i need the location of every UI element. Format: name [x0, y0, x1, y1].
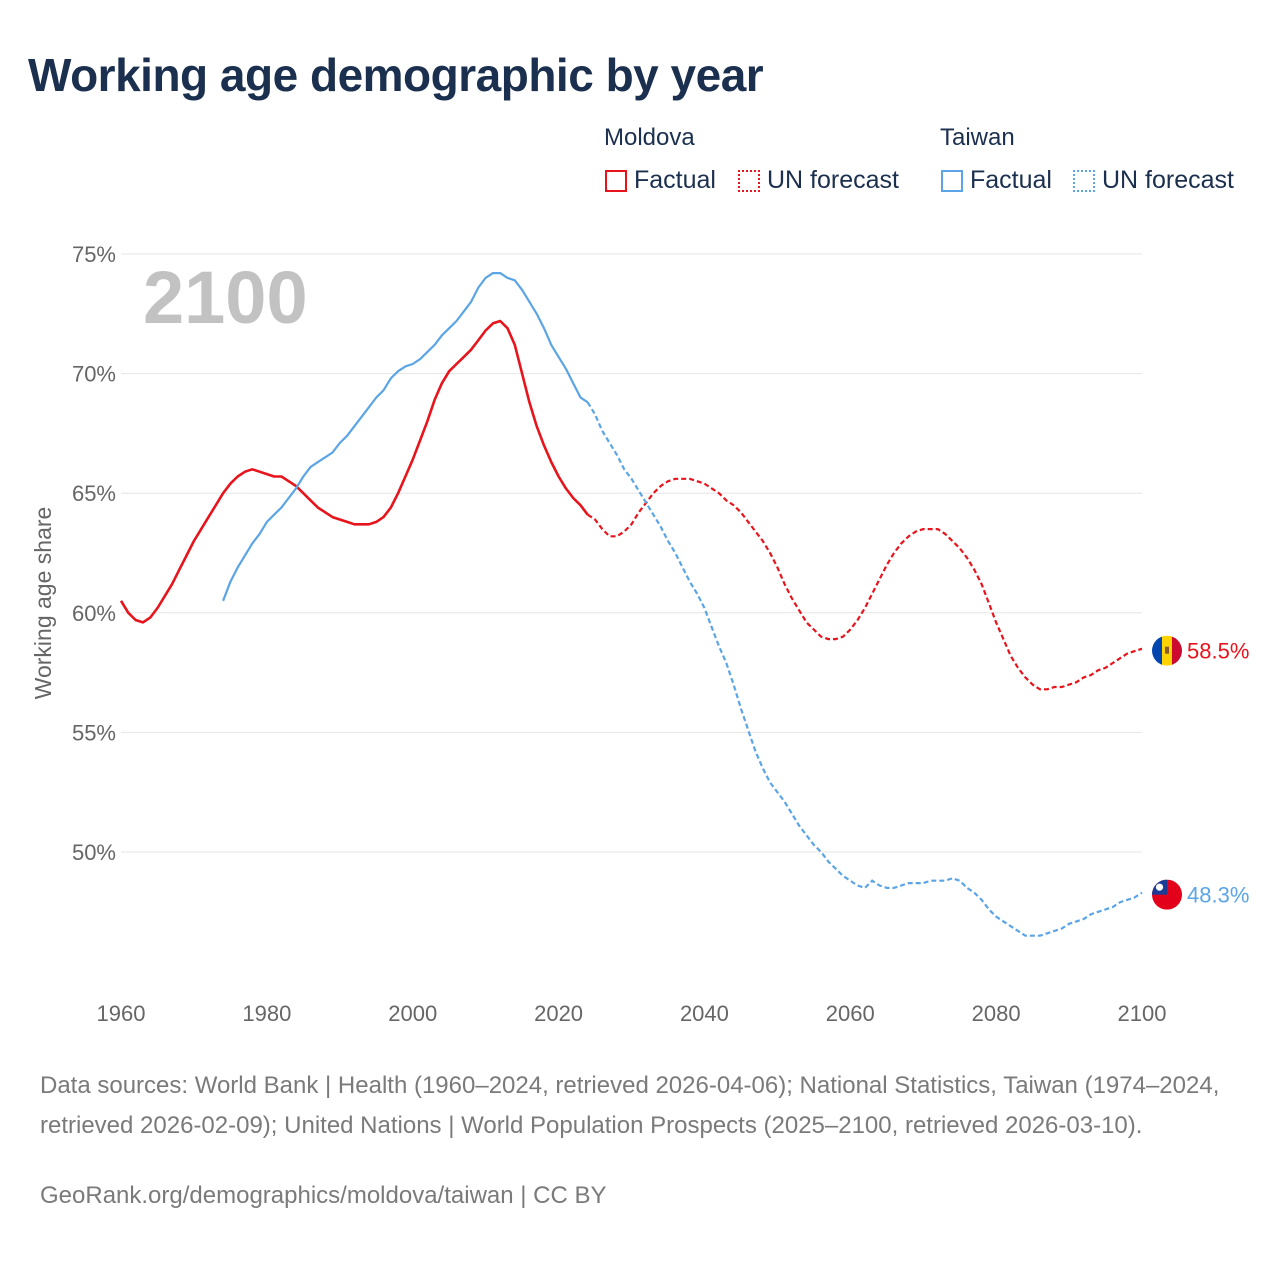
legend-label: Factual	[970, 166, 1052, 194]
legend-taiwan-factual[interactable]: Factual	[941, 166, 1052, 195]
end-markers: 58.5% 48.3%	[1152, 635, 1249, 910]
legend-group-moldova: Moldova	[604, 124, 695, 151]
legend-label: Factual	[634, 166, 716, 194]
y-axis-label: Working age share	[30, 507, 56, 700]
x-tick-label: 2020	[534, 1001, 583, 1026]
legend-moldova-factual[interactable]: Factual	[605, 166, 716, 195]
x-axis-ticks: 1960 1980 2000 2020 2040 2060 2080 2100	[97, 1001, 1167, 1026]
taiwan-factual-line	[222, 272, 589, 602]
y-tick-label: 65%	[72, 481, 116, 506]
x-tick-label: 2080	[972, 1001, 1021, 1026]
year-watermark: 2100	[143, 256, 308, 339]
moldova-factual-line	[119, 319, 589, 624]
moldova-flag-icon	[1152, 635, 1182, 666]
x-tick-label: 1960	[97, 1001, 146, 1026]
taiwan-end-label: 48.3%	[1187, 883, 1249, 908]
legend-swatch-solid-icon	[941, 169, 963, 192]
legend-swatch-dotted-icon	[738, 169, 760, 192]
x-tick-label: 2040	[680, 1001, 729, 1026]
x-tick-label: 2000	[388, 1001, 437, 1026]
legend-label: UN forecast	[767, 166, 899, 194]
moldova-end-label: 58.5%	[1187, 639, 1249, 664]
legend-swatch-dotted-icon	[1073, 169, 1095, 192]
y-tick-label: 50%	[72, 840, 116, 865]
legend-group-taiwan: Taiwan	[940, 124, 1015, 151]
moldova-forecast-line	[587, 477, 1143, 691]
x-tick-label: 2060	[826, 1001, 875, 1026]
y-tick-label: 70%	[72, 362, 116, 387]
source-url[interactable]: GeoRank.org/demographics/moldova/taiwan …	[40, 1182, 607, 1209]
y-tick-label: 55%	[72, 720, 116, 745]
y-axis-ticks: 50% 55% 60% 65% 70% 75%	[72, 242, 116, 865]
gridlines	[121, 253, 1142, 853]
taiwan-flag-icon	[1152, 879, 1182, 910]
line-chart: 50% 55% 60% 65% 70% 75% 1960 1980 2000 2020 2040 2…	[30, 242, 1249, 1026]
page-title: Working age demographic by year	[28, 49, 764, 101]
y-tick-label: 75%	[72, 242, 116, 267]
x-tick-label: 2100	[1118, 1001, 1167, 1026]
data-sources: Data sources: World Bank | Health (1960–…	[40, 1072, 1220, 1139]
taiwan-forecast-line	[586, 401, 1143, 937]
series-lines	[119, 272, 1143, 937]
legend-label: UN forecast	[1102, 166, 1234, 194]
y-tick-label: 60%	[72, 601, 116, 626]
legend-moldova-forecast[interactable]: UN forecast	[738, 166, 899, 195]
legend-swatch-solid-icon	[605, 169, 627, 192]
x-tick-label: 1980	[242, 1001, 291, 1026]
legend-taiwan-forecast[interactable]: UN forecast	[1073, 166, 1234, 195]
